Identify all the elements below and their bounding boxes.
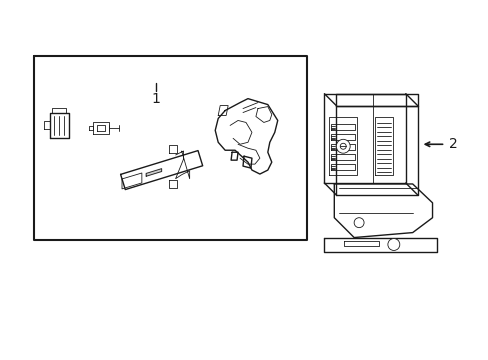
Polygon shape: [331, 154, 354, 160]
Circle shape: [336, 139, 349, 153]
Polygon shape: [122, 173, 142, 189]
Polygon shape: [331, 164, 354, 170]
Polygon shape: [374, 117, 392, 175]
Polygon shape: [97, 125, 105, 131]
Polygon shape: [334, 184, 432, 238]
Polygon shape: [218, 105, 228, 116]
Polygon shape: [324, 94, 405, 183]
Polygon shape: [93, 122, 109, 134]
Text: 2: 2: [448, 137, 457, 151]
Polygon shape: [331, 134, 354, 140]
Polygon shape: [324, 238, 437, 252]
Polygon shape: [169, 145, 177, 153]
Polygon shape: [215, 99, 277, 174]
Polygon shape: [121, 150, 202, 190]
Text: 1: 1: [151, 92, 160, 105]
Circle shape: [387, 239, 399, 251]
Polygon shape: [52, 108, 66, 113]
Polygon shape: [336, 94, 417, 105]
Polygon shape: [49, 113, 69, 138]
Circle shape: [340, 143, 346, 149]
Polygon shape: [344, 240, 378, 247]
Polygon shape: [43, 121, 49, 129]
Polygon shape: [89, 126, 93, 130]
Polygon shape: [255, 107, 271, 122]
Polygon shape: [331, 125, 354, 130]
Polygon shape: [331, 144, 354, 150]
Polygon shape: [336, 105, 417, 195]
Circle shape: [353, 218, 364, 228]
Polygon shape: [231, 152, 238, 160]
Polygon shape: [328, 117, 356, 175]
Polygon shape: [34, 56, 306, 239]
Polygon shape: [169, 180, 177, 188]
Polygon shape: [243, 156, 251, 168]
Polygon shape: [146, 169, 162, 176]
